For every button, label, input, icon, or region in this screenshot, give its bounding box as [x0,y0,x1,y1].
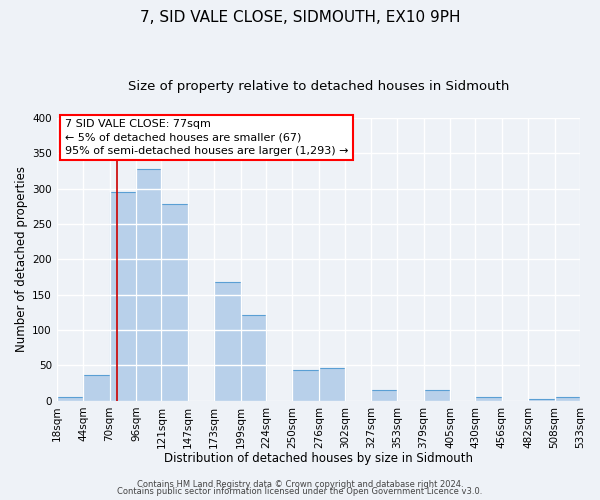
Bar [110,192,136,401]
Bar [214,282,241,401]
Bar [475,396,502,401]
Text: Contains public sector information licensed under the Open Government Licence v3: Contains public sector information licen… [118,487,482,496]
Title: Size of property relative to detached houses in Sidmouth: Size of property relative to detached ho… [128,80,509,93]
Bar [136,170,161,401]
Bar [57,398,83,401]
Bar [83,374,110,401]
Bar [528,400,554,401]
Bar [292,370,319,401]
Bar [424,390,450,401]
Text: Contains HM Land Registry data © Crown copyright and database right 2024.: Contains HM Land Registry data © Crown c… [137,480,463,489]
Text: 7, SID VALE CLOSE, SIDMOUTH, EX10 9PH: 7, SID VALE CLOSE, SIDMOUTH, EX10 9PH [140,10,460,25]
Bar [319,368,346,401]
Y-axis label: Number of detached properties: Number of detached properties [15,166,28,352]
Bar [371,390,397,401]
X-axis label: Distribution of detached houses by size in Sidmouth: Distribution of detached houses by size … [164,452,473,465]
Bar [161,204,188,401]
Text: 7 SID VALE CLOSE: 77sqm
← 5% of detached houses are smaller (67)
95% of semi-det: 7 SID VALE CLOSE: 77sqm ← 5% of detached… [65,119,348,156]
Bar [241,315,266,401]
Bar [554,398,580,401]
